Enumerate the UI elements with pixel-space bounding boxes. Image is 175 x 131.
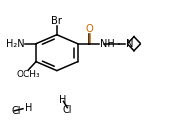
Text: NH: NH [100,39,114,49]
Text: N: N [126,39,134,49]
Text: Br: Br [51,16,62,26]
Text: O: O [86,24,93,34]
Text: H: H [25,103,32,113]
Text: H₂N: H₂N [6,39,25,49]
Text: H: H [59,95,66,105]
Text: Cl: Cl [62,105,72,115]
Text: Cl: Cl [11,106,21,116]
Text: OCH₃: OCH₃ [16,70,40,79]
